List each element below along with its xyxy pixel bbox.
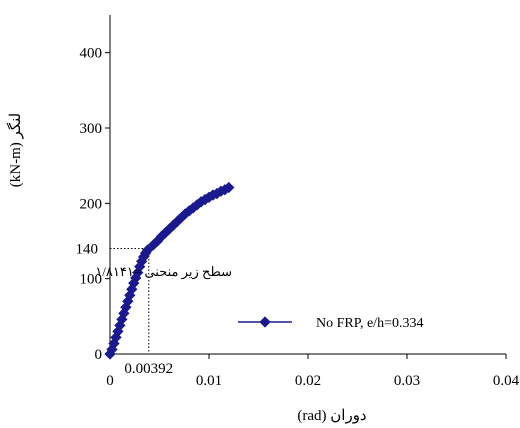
y-tick-label: 100 <box>80 272 103 288</box>
x-tick-label: 0 <box>106 373 114 389</box>
ref-y-label: 140 <box>76 242 99 258</box>
reference-lines: 0.00392 140 <box>76 242 174 377</box>
data-series <box>104 181 235 360</box>
ref-x-label: 0.00392 <box>124 361 173 377</box>
ticks: 0 0.01 0.02 0.03 0.04 0 100 200 300 400 <box>80 46 520 389</box>
x-tick-label: 0.02 <box>295 373 321 389</box>
x-tick-label: 0.01 <box>196 373 222 389</box>
y-tick-label: 300 <box>80 121 103 137</box>
data-point <box>223 181 235 194</box>
y-axis-label: لنگر (kN-m) <box>6 113 24 187</box>
legend: No FRP, e/h=0.334 <box>238 316 423 331</box>
x-tick-label: 0.03 <box>394 373 420 389</box>
y-tick-label: 200 <box>80 196 103 212</box>
y-tick-label: 400 <box>80 46 103 62</box>
y-tick-label: 0 <box>95 347 103 363</box>
plot-frame <box>109 15 506 355</box>
x-axis-label: دوران (rad) <box>297 408 366 424</box>
area-annotation: سطح زیر منحنی =۱/۸۱۴۱ <box>95 264 232 280</box>
legend-marker <box>259 316 271 328</box>
legend-label: No FRP, e/h=0.334 <box>316 316 423 331</box>
x-tick-label: 0.04 <box>493 373 520 389</box>
